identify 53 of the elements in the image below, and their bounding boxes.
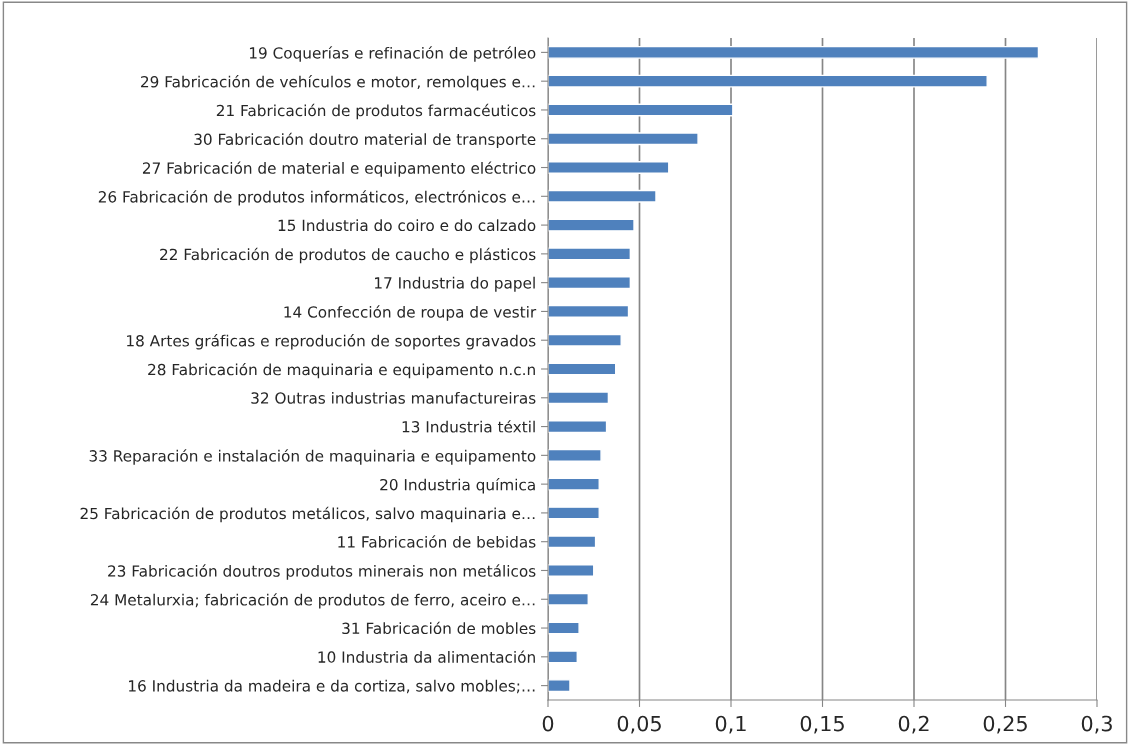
x-tick-label: 0,1 (715, 715, 746, 734)
y-tick-label: 14 Confección de roupa de vestir (284, 305, 537, 321)
bar (548, 448, 602, 462)
bar (548, 247, 632, 261)
bar (548, 333, 622, 347)
y-tick-label: 22 Fabricación de produtos de caucho e plásticos (160, 247, 536, 264)
bar (548, 506, 600, 520)
bar (548, 564, 595, 577)
bar (548, 103, 734, 117)
y-tick-label: 33 Reparación e instalación de maquinaria e equipamento (89, 449, 536, 465)
y-tick-label: 18 Artes gráficas e reprodución de soportes gravados (127, 334, 536, 350)
bar (548, 477, 600, 491)
bar (548, 218, 635, 232)
bar (548, 679, 571, 693)
y-tick-label: 23 Fabricación doutros produtos minerais non metálicos (108, 564, 536, 580)
y-tick-label: 32 Outras industrias manufactureiras (251, 391, 536, 404)
y-tick-label: 11 Fabricación de bebidas (338, 535, 536, 548)
bar (548, 161, 670, 174)
y-tick-label: 24 Metalurxia; fabricación de produtos de ferro, aceiro e… (90, 593, 535, 609)
bar (548, 362, 617, 376)
y-tick-label: 31 Fabricación de mobles (342, 621, 536, 635)
bar (548, 420, 608, 434)
y-tick-label: 13 Industria téxtil (402, 420, 535, 433)
x-tick-label: 0,15 (800, 715, 844, 734)
bar (548, 189, 657, 203)
y-tick-label: 30 Fabricación doutro material de transporte (194, 132, 536, 149)
bar (548, 650, 578, 664)
y-tick-label: 15 Industria do coiro e do calzado (278, 219, 536, 232)
y-tick-label: 28 Fabricación de maquinaria e equipamento n.c.n (148, 362, 535, 379)
x-tick-label: 0 (542, 715, 554, 732)
bar (548, 45, 1040, 59)
y-tick-label: 21 Fabricación de produtos farmacéuticos (216, 103, 536, 120)
y-tick-label: 16 Industria da madeira e da cortiza, salvo mobles;… (129, 679, 535, 694)
bar (548, 276, 632, 290)
x-tick-label: 0,3 (1081, 715, 1112, 734)
y-tick-label: 19 Coquerías e refinación de petróleo (249, 46, 536, 62)
y-tick-label: 27 Fabricación de material e equipamento eléctrico (142, 161, 536, 177)
bar (548, 132, 699, 146)
bar (548, 621, 580, 635)
y-tick-label: 20 Industria química (380, 478, 535, 494)
x-tick-label: 0,2 (898, 715, 929, 734)
x-tick-label: 0,25 (983, 715, 1027, 734)
bar (548, 592, 589, 606)
bar (548, 391, 610, 405)
x-tick-label: 0,05 (617, 715, 661, 734)
bar (548, 304, 630, 318)
y-tick-label: 25 Fabricación de produtos metálicos, salvo maquinaria e… (80, 506, 535, 523)
bar (548, 74, 988, 88)
y-tick-label: 17 Industria do papel (375, 276, 535, 292)
y-tick-label: 26 Fabricación de produtos informáticos, electrónicos e… (98, 190, 535, 206)
y-tick-label: 29 Fabricación de vehículos e motor, remolques e… (141, 75, 535, 91)
bar (548, 535, 597, 549)
y-tick-label: 10 Industria da alimentación (318, 650, 535, 663)
